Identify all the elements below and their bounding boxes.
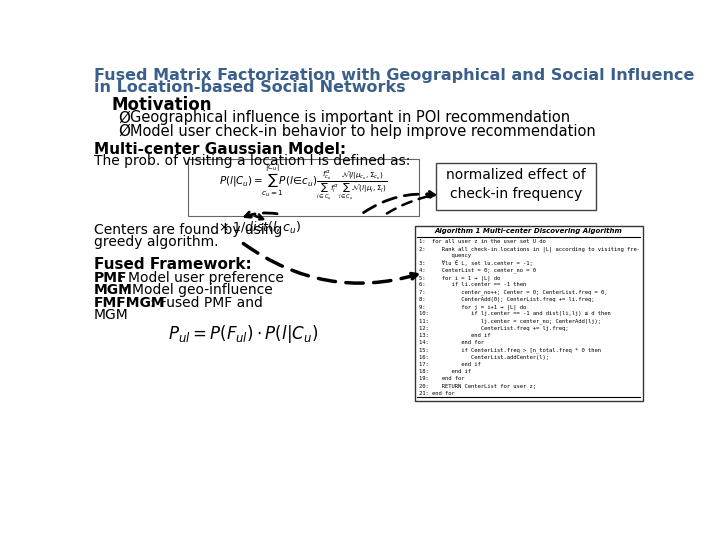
Text: : Model user preference: : Model user preference	[120, 271, 284, 285]
Text: 13:             end if: 13: end if	[418, 333, 490, 338]
Text: 8:           CenterAdd(0); CenterList.freq += li.freq;: 8: CenterAdd(0); CenterList.freq += li.f…	[418, 297, 594, 302]
Text: 20:    RETURN CenterList for user z;: 20: RETURN CenterList for user z;	[418, 384, 536, 389]
Text: in Location-based Social Networks: in Location-based Social Networks	[94, 80, 405, 95]
Text: 19:    end for: 19: end for	[418, 376, 464, 381]
Text: quency: quency	[418, 253, 471, 258]
Text: Centers are found by using: Centers are found by using	[94, 222, 282, 237]
Text: Ø: Ø	[118, 110, 130, 125]
Text: 14:          end for: 14: end for	[418, 340, 484, 345]
Text: 15:          if CenterList.freq > [n_total.freq * 0 then: 15: if CenterList.freq > [n_total.freq *…	[418, 348, 600, 353]
Text: FMFMGM: FMFMGM	[94, 296, 166, 310]
Text: 6:        if li.center == -1 then: 6: if li.center == -1 then	[418, 282, 526, 287]
Text: MGM: MGM	[94, 284, 132, 298]
Text: Geographical influence is important in POI recommendation: Geographical influence is important in P…	[130, 110, 570, 125]
Text: 7:           center_no++; Center = 0; CenterList.freq = 0,: 7: center_no++; Center = 0; CenterList.f…	[418, 289, 607, 295]
Text: 21: end for: 21: end for	[418, 391, 454, 396]
Text: 4:     CenterList = 0; center_no = 0: 4: CenterList = 0; center_no = 0	[418, 268, 536, 273]
Text: The prob. of visiting a location l is defined as:: The prob. of visiting a location l is de…	[94, 154, 410, 168]
Text: Algorithm 1 Multi-center Discovering Algorithm: Algorithm 1 Multi-center Discovering Alg…	[435, 228, 623, 234]
Text: 9:           for j = i+1 → |L| do: 9: for j = i+1 → |L| do	[418, 304, 526, 309]
Text: greedy algorithm.: greedy algorithm.	[94, 235, 218, 249]
Text: Model user check-in behavior to help improve recommendation: Model user check-in behavior to help imp…	[130, 124, 596, 139]
Text: Fused Framework:: Fused Framework:	[94, 257, 251, 272]
Text: 18:       end if: 18: end if	[418, 369, 471, 374]
Text: : Model geo-influence: : Model geo-influence	[122, 284, 272, 298]
Text: MGM: MGM	[94, 308, 129, 322]
Text: normalized effect of
check-in frequency: normalized effect of check-in frequency	[446, 168, 586, 201]
Text: Motivation: Motivation	[112, 96, 212, 113]
Text: : Fused PMF and: : Fused PMF and	[150, 296, 263, 310]
Text: Multi-center Gaussian Model:: Multi-center Gaussian Model:	[94, 142, 346, 157]
Text: PMF: PMF	[94, 271, 127, 285]
Text: 16:             CenterList.addCenter(l);: 16: CenterList.addCenter(l);	[418, 355, 549, 360]
Text: 10:             if lj.center == -1 and dist(li,lj) ≤ d then: 10: if lj.center == -1 and dist(li,lj) ≤…	[418, 311, 611, 316]
Text: 2:     Rank all check-in locations in |L| according to visiting fre-: 2: Rank all check-in locations in |L| ac…	[418, 246, 639, 252]
Text: $\times \ 1/dist(l, c_u)$: $\times \ 1/dist(l, c_u)$	[218, 220, 301, 237]
Text: Fused Matrix Factorization with Geographical and Social Influence: Fused Matrix Factorization with Geograph…	[94, 68, 694, 83]
Text: 12:                CenterList.freq += lj.freq;: 12: CenterList.freq += lj.freq;	[418, 326, 568, 331]
FancyBboxPatch shape	[436, 163, 596, 210]
Text: $P_{ul} = P(F_{ul}) \cdot P(l|C_u)$: $P_{ul} = P(F_{ul}) \cdot P(l|C_u)$	[168, 323, 318, 345]
FancyBboxPatch shape	[415, 226, 642, 401]
Text: 17:          end if: 17: end if	[418, 362, 480, 367]
Text: 1:  for all user z in the user set U do: 1: for all user z in the user set U do	[418, 239, 545, 244]
Text: 11:                lj.center = center_no; CenterAdd(lj);: 11: lj.center = center_no; CenterAdd(lj)…	[418, 319, 600, 324]
FancyBboxPatch shape	[189, 159, 418, 215]
Text: $P(l|C_u) = \!\!\sum_{c_u=1}^{|C_u|}\!\! P(l \!\in\! c_u) \frac{f^{\alpha}_{c_u}: $P(l|C_u) = \!\!\sum_{c_u=1}^{|C_u|}\!\!…	[220, 163, 387, 201]
Text: 5:     for i = 1 → |L| do: 5: for i = 1 → |L| do	[418, 275, 500, 281]
Text: Ø: Ø	[118, 124, 130, 139]
Text: 3:     ∀lu ∈ L, set lu.center = -1;: 3: ∀lu ∈ L, set lu.center = -1;	[418, 261, 532, 266]
